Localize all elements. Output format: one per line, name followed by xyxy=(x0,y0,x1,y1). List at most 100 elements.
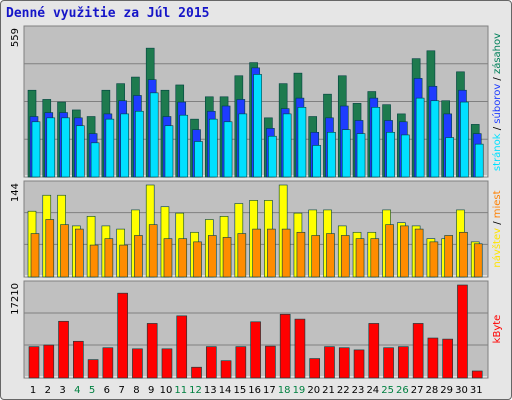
x-tick-label-21: 21 xyxy=(322,385,335,396)
bar-kbyte-8 xyxy=(132,348,143,379)
bar-kbyte-9 xyxy=(146,323,158,379)
y-max-label: 144 xyxy=(10,183,21,202)
bar-str-nok-6 xyxy=(105,118,115,178)
x-tick-label-29: 29 xyxy=(440,385,453,396)
bar-kbyte-24 xyxy=(368,323,380,379)
bar-miest-30 xyxy=(459,231,468,278)
bar-miest-13 xyxy=(207,235,217,278)
x-tick-label-20: 20 xyxy=(307,385,320,396)
x-tick-label-2: 2 xyxy=(45,385,51,396)
bar-kbyte-20 xyxy=(309,358,321,379)
bar-miest-14 xyxy=(222,237,232,278)
x-tick-label-1: 1 xyxy=(30,385,36,396)
x-tick-label-25: 25 xyxy=(381,385,394,396)
x-tick-label-3: 3 xyxy=(59,385,65,396)
bar-str-nok-25 xyxy=(386,131,395,178)
bar-miest-27 xyxy=(414,228,424,278)
bar-str-nok-11 xyxy=(179,114,189,178)
bar-miest-7 xyxy=(119,244,128,278)
bar-str-nok-16 xyxy=(253,74,262,178)
legend-entry: návštev xyxy=(491,228,503,268)
bar-str-nok-17 xyxy=(268,135,277,178)
chart-title: Denné využitie za Júl 2015 xyxy=(6,6,210,21)
bar-str-nok-1 xyxy=(31,121,41,178)
x-tick-label-28: 28 xyxy=(426,385,439,396)
x-tick-label-19: 19 xyxy=(293,385,306,396)
bar-str-nok-24 xyxy=(371,107,381,178)
x-tick-label-9: 9 xyxy=(148,385,154,396)
bar-kbyte-23 xyxy=(353,349,365,379)
bar-kbyte-29 xyxy=(442,338,453,379)
legend-separator: / xyxy=(492,218,503,228)
bar-kbyte-18 xyxy=(279,313,291,379)
bar-str-nok-4 xyxy=(76,125,85,178)
bar-miest-12 xyxy=(193,241,202,278)
bar-kbyte-11 xyxy=(176,315,188,379)
bar-kbyte-10 xyxy=(161,348,173,379)
x-tick-label-17: 17 xyxy=(263,385,276,396)
bar-str-nok-7 xyxy=(120,113,129,178)
x-tick-label-13: 13 xyxy=(204,385,217,396)
bar-str-nok-2 xyxy=(46,117,56,178)
bar-str-nok-19 xyxy=(297,107,307,178)
bar-kbyte-30 xyxy=(457,284,468,379)
bar-str-nok-20 xyxy=(312,145,322,178)
x-tick-label-10: 10 xyxy=(160,385,173,396)
bar-str-nok-26 xyxy=(401,134,410,178)
bar-str-nok-22 xyxy=(341,129,351,178)
bar-str-nok-27 xyxy=(415,97,425,178)
x-tick-label-22: 22 xyxy=(337,385,350,396)
bar-kbyte-16 xyxy=(250,321,261,379)
bar-kbyte-6 xyxy=(102,347,114,379)
bar-miest-24 xyxy=(370,238,380,278)
bar-miest-17 xyxy=(267,228,276,278)
legend: návštev / miest xyxy=(491,190,503,267)
bar-miest-16 xyxy=(252,228,261,278)
x-tick-label-16: 16 xyxy=(248,385,261,396)
bar-kbyte-14 xyxy=(220,360,232,379)
bar-kbyte-13 xyxy=(205,346,217,379)
bar-str-nok-9 xyxy=(149,92,159,178)
x-tick-label-7: 7 xyxy=(118,385,124,396)
bar-str-nok-23 xyxy=(356,133,366,178)
legend-entry: miest xyxy=(492,190,503,218)
bar-str-nok-30 xyxy=(460,101,469,178)
legend-entry: kByte xyxy=(492,315,503,344)
legend: kByte xyxy=(492,315,503,344)
legend-entry: súborov xyxy=(491,84,503,124)
x-tick-label-26: 26 xyxy=(396,385,409,396)
bar-kbyte-26 xyxy=(398,346,409,379)
bar-kbyte-27 xyxy=(412,323,424,379)
bar-kbyte-31 xyxy=(471,370,483,379)
x-tick-label-24: 24 xyxy=(366,385,379,396)
legend-separator: / xyxy=(492,74,503,84)
bar-kbyte-2 xyxy=(43,344,55,379)
bar-kbyte-28 xyxy=(427,337,439,379)
bar-kbyte-12 xyxy=(191,366,202,379)
x-tick-label-12: 12 xyxy=(189,385,202,396)
x-tick-label-8: 8 xyxy=(133,385,139,396)
bar-str-nok-15 xyxy=(238,113,248,178)
bar-miest-23 xyxy=(355,238,365,278)
bar-str-nok-8 xyxy=(135,110,144,178)
bar-miest-3 xyxy=(60,224,69,278)
bar-miest-2 xyxy=(45,219,55,278)
bar-str-nok-10 xyxy=(164,125,174,178)
y-max-label: 17210 xyxy=(10,283,21,315)
bar-miest-6 xyxy=(104,238,114,278)
bar-kbyte-25 xyxy=(383,347,394,379)
x-tick-label-15: 15 xyxy=(233,385,246,396)
bar-miest-26 xyxy=(400,225,409,278)
bar-miest-22 xyxy=(340,235,350,278)
x-tick-label-31: 31 xyxy=(470,385,483,396)
bar-str-nok-18 xyxy=(282,113,292,178)
bar-miest-21 xyxy=(326,233,335,278)
x-tick-label-14: 14 xyxy=(219,385,232,396)
bar-kbyte-1 xyxy=(28,346,40,379)
x-tick-label-11: 11 xyxy=(174,385,187,396)
bar-str-nok-31 xyxy=(474,143,484,178)
bar-kbyte-22 xyxy=(338,347,350,379)
legend-entry: stránok xyxy=(491,133,503,171)
bar-miest-29 xyxy=(444,235,453,278)
